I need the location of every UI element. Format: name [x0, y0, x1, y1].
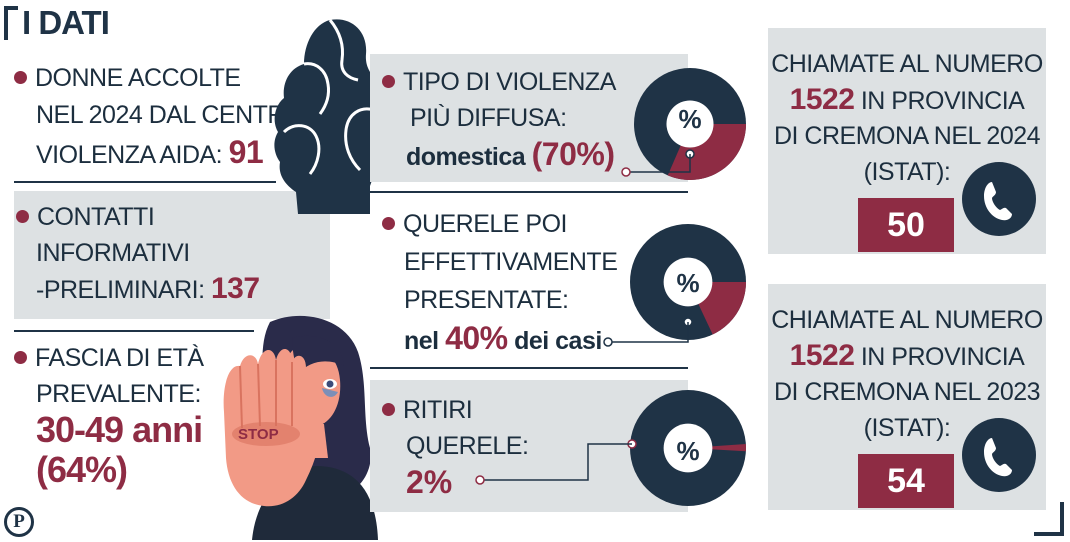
pie-slice-highlight	[688, 443, 746, 452]
divider	[14, 330, 254, 332]
calls-2023-number: 1522	[789, 339, 855, 372]
withdrawals-line1: RITIRI	[403, 396, 473, 424]
bullet-dot-icon	[16, 210, 29, 223]
pie-center	[663, 257, 713, 307]
divider	[370, 367, 688, 369]
violence-line2: PIÙ DIFFUSA:	[410, 104, 567, 132]
violence-label: domestica	[406, 143, 526, 171]
page-title: I DATI	[22, 4, 110, 41]
pie-center	[663, 423, 713, 473]
contacts-line1: CONTATTI	[37, 203, 155, 231]
withdrawals-line2: QUERELE:	[406, 432, 529, 460]
violence-value: (70%)	[531, 136, 615, 172]
calls-2024-line1: CHIAMATE AL NUMERO	[771, 50, 1043, 78]
complaints-prefix: nel	[404, 327, 439, 355]
calls-2023-line2: IN PROVINCIA	[860, 343, 1025, 371]
complaints-line2: EFFETTIVAMENTE	[404, 248, 618, 276]
women-silhouettes-icon	[274, 19, 386, 214]
contacts-value: 137	[210, 272, 260, 305]
leader-line	[610, 322, 689, 343]
contacts-panel: CONTATTI INFORMATIVI -PRELIMINARI: 137	[14, 191, 330, 319]
calls-2024-line3: DI CREMONA NEL 2024	[773, 122, 1041, 150]
withdrawals-pie-label: %	[676, 436, 699, 466]
women-line1: DONNE ACCOLTE	[35, 64, 241, 92]
leader-line	[628, 154, 691, 173]
leader-dot	[603, 337, 613, 347]
violence-pie-slices	[634, 68, 746, 180]
logo: P	[4, 507, 34, 537]
age-line1: FASCIA DI ETÀ	[35, 344, 204, 372]
complaints-value: 40%	[445, 320, 508, 356]
phone-icon	[962, 418, 1036, 492]
bullet-dot-icon	[14, 71, 27, 84]
complaints-line3: PRESENTATE:	[404, 286, 569, 314]
divider	[14, 181, 276, 183]
violence-pie: %	[621, 68, 746, 180]
divider	[370, 191, 688, 193]
leader-dot	[475, 475, 485, 485]
complaints-line1: QUERELE POI	[403, 210, 568, 238]
calls-2023-line4: (ISTAT):	[863, 414, 951, 442]
calls-2023-line3: DI CREMONA NEL 2023	[773, 378, 1041, 406]
withdrawals-pie: %	[475, 390, 746, 506]
women-line2: NEL 2024 DAL CENTRO	[36, 101, 304, 129]
violence-line1: TIPO DI VIOLENZA	[403, 68, 616, 96]
violence-pie-label: %	[678, 104, 701, 134]
leader-line	[484, 443, 632, 481]
calls-2024-value: 50	[858, 198, 954, 252]
calls-2024-line4: (ISTAT):	[863, 158, 951, 186]
women-line3: VIOLENZA AIDA:	[36, 141, 223, 169]
violence-panel: TIPO DI VIOLENZA PIÙ DIFFUSA: domestica …	[370, 54, 688, 182]
calls-2023-value: 54	[858, 454, 954, 508]
leader-dot	[621, 167, 631, 177]
withdrawals-value: 2%	[406, 464, 453, 500]
phone-icon	[962, 162, 1036, 236]
complaints-pie: %	[603, 224, 746, 347]
calls-2024-panel: CHIAMATE AL NUMERO 1522 IN PROVINCIA DI …	[768, 28, 1046, 254]
complaints-suffix: dei casi	[514, 327, 602, 355]
complaints-pie-label: %	[676, 268, 699, 298]
age-value2: (64%)	[36, 449, 128, 490]
corner-mark-top-left	[4, 6, 18, 40]
contacts-line3: -PRELIMINARI:	[36, 276, 205, 304]
bullet-dot-icon	[382, 403, 395, 416]
calls-2024-line2: IN PROVINCIA	[860, 87, 1025, 115]
women-value: 91	[228, 134, 264, 170]
stop-woman-illustration: STOP	[223, 315, 378, 540]
bullet-dot-icon	[382, 217, 395, 230]
pie-center	[666, 100, 714, 148]
stop-text: STOP	[238, 426, 279, 443]
withdrawals-pie-slices	[630, 390, 746, 506]
complaints-pie-slices	[630, 224, 746, 340]
calls-2023-panel: CHIAMATE AL NUMERO 1522 IN PROVINCIA DI …	[768, 284, 1046, 510]
bullet-dot-icon	[14, 351, 27, 364]
corner-mark-bottom-right	[1034, 502, 1064, 536]
contacts-line2: INFORMATIVI	[36, 239, 190, 267]
bullet-dot-icon	[382, 75, 395, 88]
calls-2024-number: 1522	[789, 83, 855, 116]
calls-2023-line1: CHIAMATE AL NUMERO	[771, 306, 1043, 334]
age-line2: PREVALENTE:	[36, 380, 201, 408]
age-value1: 30-49 anni	[36, 409, 203, 450]
